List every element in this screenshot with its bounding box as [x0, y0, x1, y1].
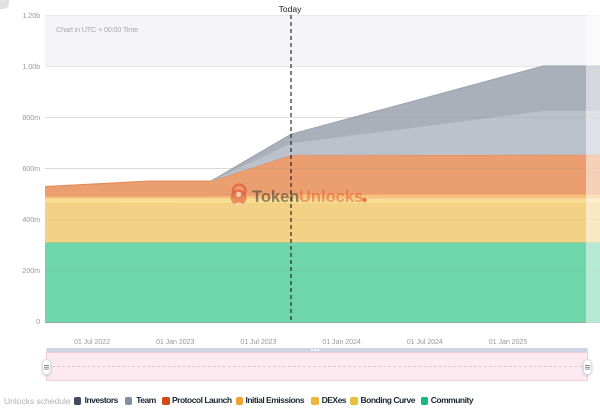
svg-text:Unlocks: Unlocks — [299, 188, 363, 206]
svg-text:Token: Token — [252, 188, 299, 206]
